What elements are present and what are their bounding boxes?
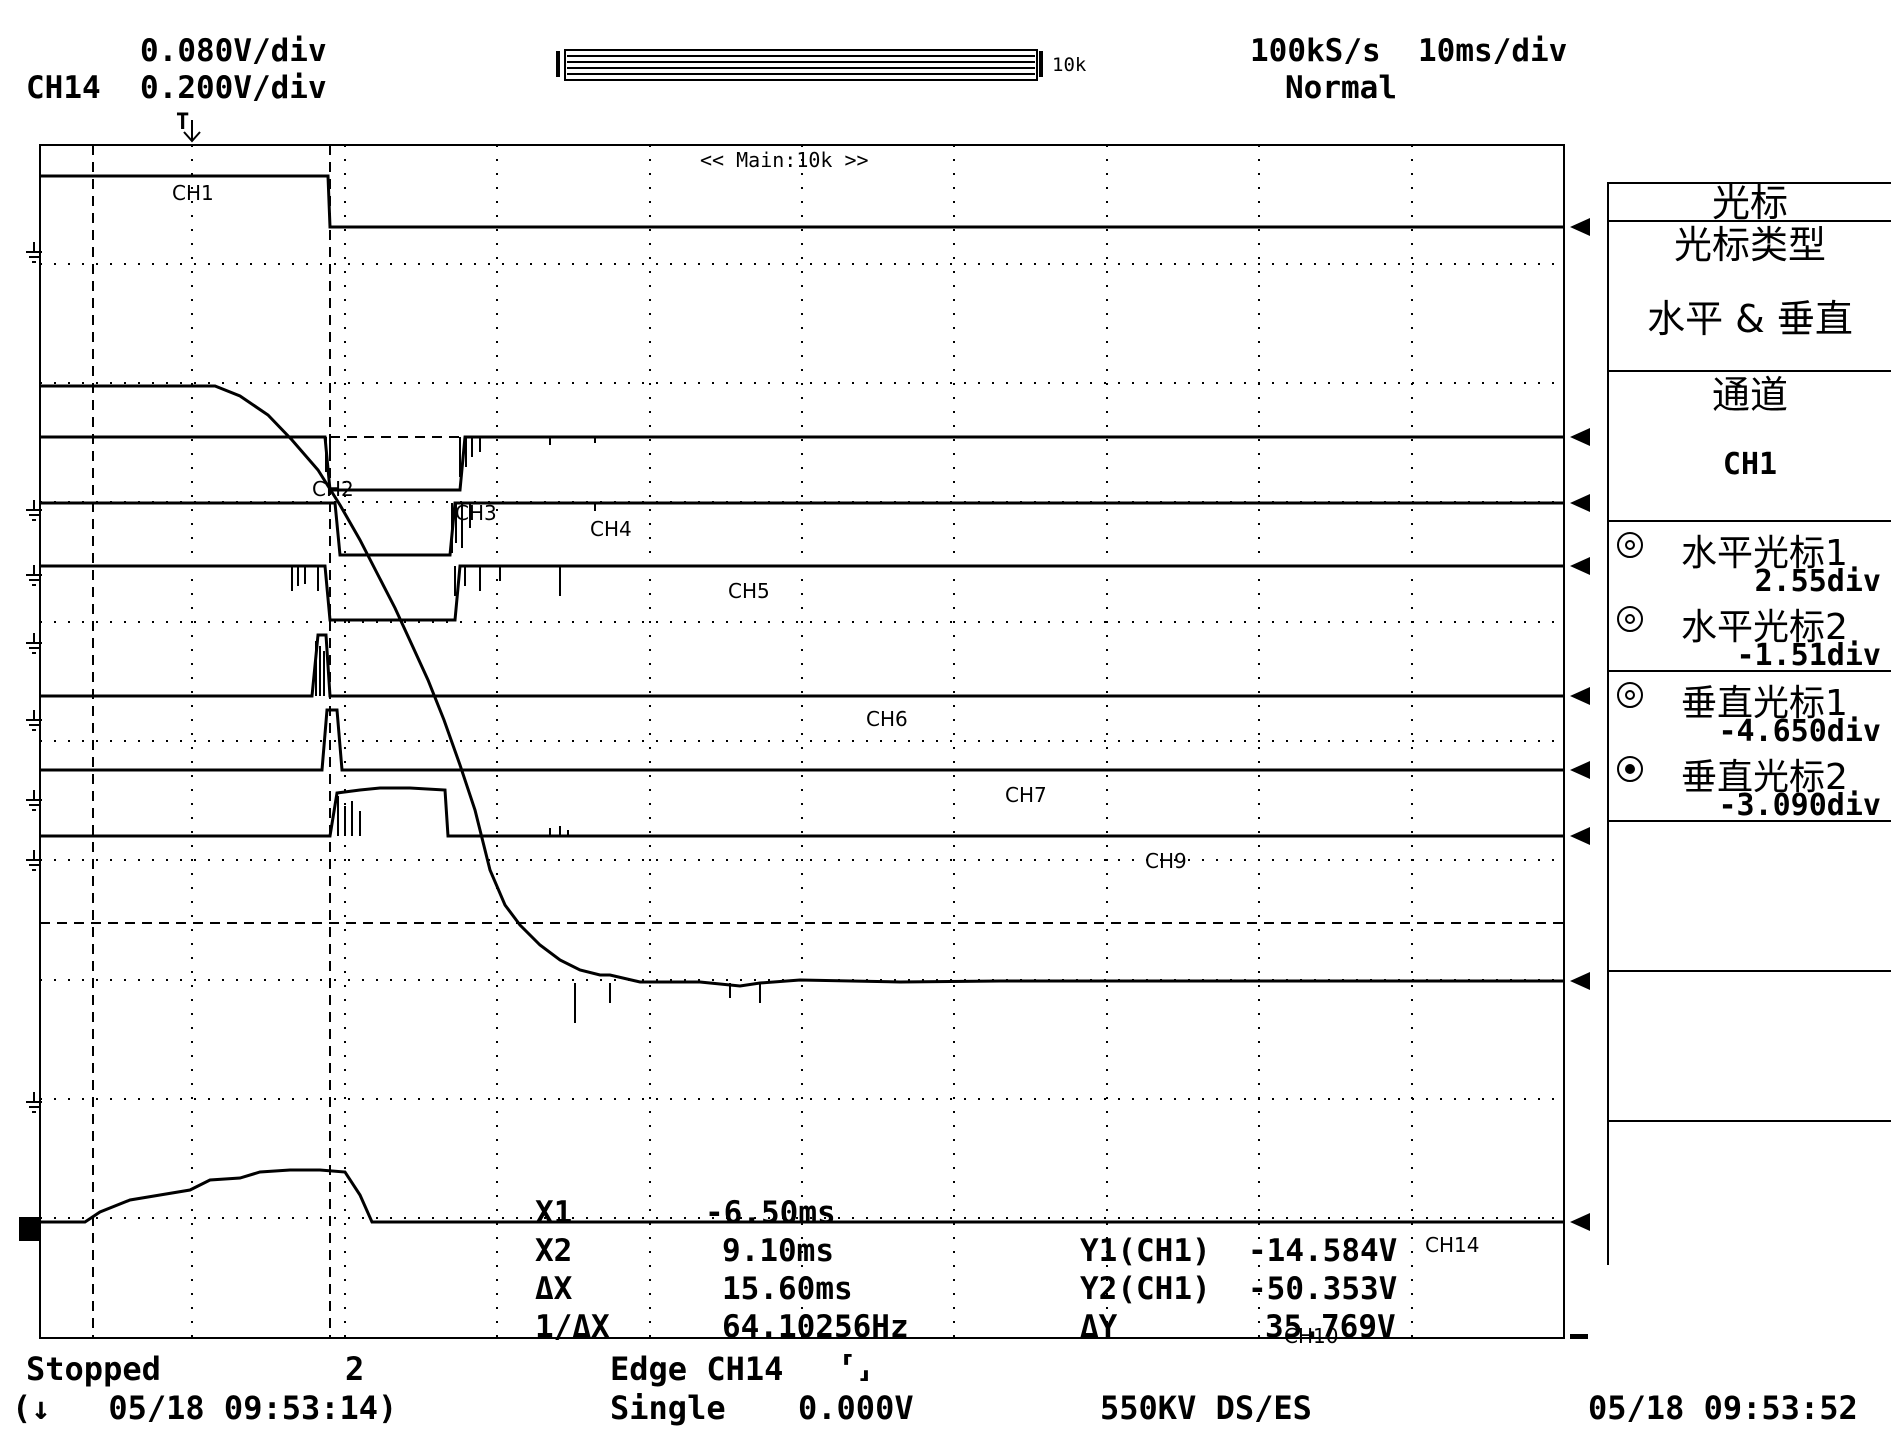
trace-label-ch7: CH7 [1005, 783, 1047, 807]
trigger-position-icon [183, 120, 201, 143]
horizontal-cursor-1[interactable]: 水平光标1 2.55div [1609, 524, 1891, 600]
channel-softkey[interactable]: 通道 CH1 [1609, 370, 1891, 522]
cursor-type-value: 水平 & 垂直 [1647, 297, 1853, 341]
trigger-level: 0.000V [798, 1389, 914, 1427]
cursor-lines [40, 145, 1564, 1338]
trace-label-ch1: CH1 [172, 181, 214, 205]
cursor-value: 2.55div [1754, 564, 1881, 599]
trigger-timestamp: (↓ 05/18 09:53:14) [12, 1389, 398, 1427]
cursor-value: -1.51div [1736, 638, 1882, 673]
channel-value: CH1 [1722, 447, 1778, 482]
trace-ch2-analog [40, 384, 1564, 988]
cursor-name: 水平光标2 [1681, 607, 1848, 648]
y2-value: -50.353V [1248, 1271, 1398, 1307]
ground-markers [19, 242, 42, 1241]
cursor-name: 垂直光标1 [1681, 683, 1848, 724]
trace-ch6-digital [40, 708, 1564, 772]
x2-label: X2 [535, 1233, 573, 1269]
dy-value: 35.769V [1265, 1309, 1396, 1345]
y1-value: -14.584V [1248, 1233, 1398, 1269]
channel-level-markers [1570, 218, 1590, 1339]
setup-title: 550KV DS/ES [1100, 1389, 1312, 1427]
vertical-cursor-1[interactable]: 垂直光标1 -4.650div [1609, 674, 1891, 750]
trace-ch3-digital [40, 501, 1564, 557]
trace-label-ch14: CH14 [1425, 1233, 1479, 1257]
dx-value: 15.60ms [722, 1271, 853, 1307]
x1-label: X1 [535, 1195, 573, 1231]
graticule-grid [40, 145, 1564, 1338]
channel-label: 通道 [1711, 373, 1788, 417]
x1-value: -6.50ms [705, 1195, 836, 1231]
trace-label-ch6: CH6 [866, 707, 908, 731]
trigger-mode-single: Single [610, 1389, 726, 1427]
trace-label-ch9: CH9 [1145, 849, 1187, 873]
menu-title-text: 光标 [1711, 181, 1788, 225]
trace-ch4-digital [40, 564, 1564, 622]
y2-label: Y2(CH1) [1080, 1271, 1211, 1307]
trigger-marker: T [176, 110, 190, 135]
trigger-source: Edge CH14 [610, 1350, 784, 1388]
trace-label-ch3: CH3 [455, 501, 497, 525]
trace-label-ch4: CH4 [590, 517, 632, 541]
cursor-value: -3.090div [1718, 788, 1881, 823]
empty-softkey-6[interactable] [1609, 970, 1891, 1122]
knob-icon-active [1617, 756, 1643, 782]
horizontal-cursor-2[interactable]: 水平光标2 -1.51div [1609, 598, 1891, 674]
vertical-cursor-softkey[interactable]: 垂直光标1 -4.650div 垂直光标2 -3.090div [1609, 670, 1891, 824]
record-length-bar [556, 49, 1043, 81]
scale-readout-1: 0.080V/div [140, 33, 327, 69]
knob-icon [1617, 682, 1643, 708]
trace-ch1 [40, 174, 1564, 229]
cursor-name: 水平光标1 [1681, 533, 1848, 574]
sample-rate: 100kS/s [1250, 33, 1381, 69]
zoom-window-label: << Main:10k >> [700, 148, 869, 172]
trace-label-ch10: CH10 [1284, 1324, 1338, 1348]
time-per-div: 10ms/div [1418, 33, 1568, 69]
trace-label-ch2: CH2 [312, 477, 354, 501]
cursor-value: -4.650div [1718, 714, 1881, 749]
graticule-frame [39, 144, 1565, 1339]
x2-value: 9.10ms [722, 1233, 834, 1269]
cursor-type-label: 光标类型 [1673, 223, 1826, 267]
y1-label: Y1(CH1) [1080, 1233, 1211, 1269]
menu-title: 光标 [1609, 182, 1891, 222]
trace-ch14 [40, 1168, 1564, 1224]
cursor-menu-panel: 光标 光标类型 水平 & 垂直 通道 CH1 水平光标1 2.55div 水平光… [1607, 182, 1891, 1265]
dx-label: ΔX [535, 1271, 573, 1307]
cursor-name: 垂直光标2 [1681, 757, 1848, 798]
dy-label: ΔY [1080, 1309, 1118, 1345]
acquisition-status: Stopped [26, 1350, 161, 1388]
knob-icon [1617, 606, 1643, 632]
vertical-cursor-2[interactable]: 垂直光标2 -3.090div [1609, 748, 1891, 824]
glitch-marks [291, 437, 761, 1023]
trace-ch7-digital [40, 786, 1564, 838]
record-length-label: 10k [1052, 54, 1087, 76]
acquisition-count: 2 [345, 1350, 365, 1388]
empty-softkey-5[interactable] [1609, 820, 1891, 972]
cursor-type-softkey[interactable]: 光标类型 水平 & 垂直 [1609, 220, 1891, 372]
trace-ch5-digital [40, 633, 1564, 698]
trace-label-ch5: CH5 [728, 579, 770, 603]
knob-icon [1617, 532, 1643, 558]
current-time: 05/18 09:53:52 [1588, 1389, 1858, 1427]
empty-softkey-7[interactable] [1609, 1120, 1891, 1267]
active-channel-label: CH14 [26, 70, 101, 106]
rising-falling-edge-icon: ⸢⸥ [838, 1350, 875, 1385]
horizontal-cursor-softkey[interactable]: 水平光标1 2.55div 水平光标2 -1.51div [1609, 520, 1891, 674]
inv-dx-value: 64.10256Hz [722, 1309, 909, 1345]
scale-readout-2: 0.200V/div [140, 70, 327, 106]
inv-dx-label: 1/ΔX [535, 1309, 610, 1345]
trigger-mode: Normal [1285, 70, 1397, 106]
